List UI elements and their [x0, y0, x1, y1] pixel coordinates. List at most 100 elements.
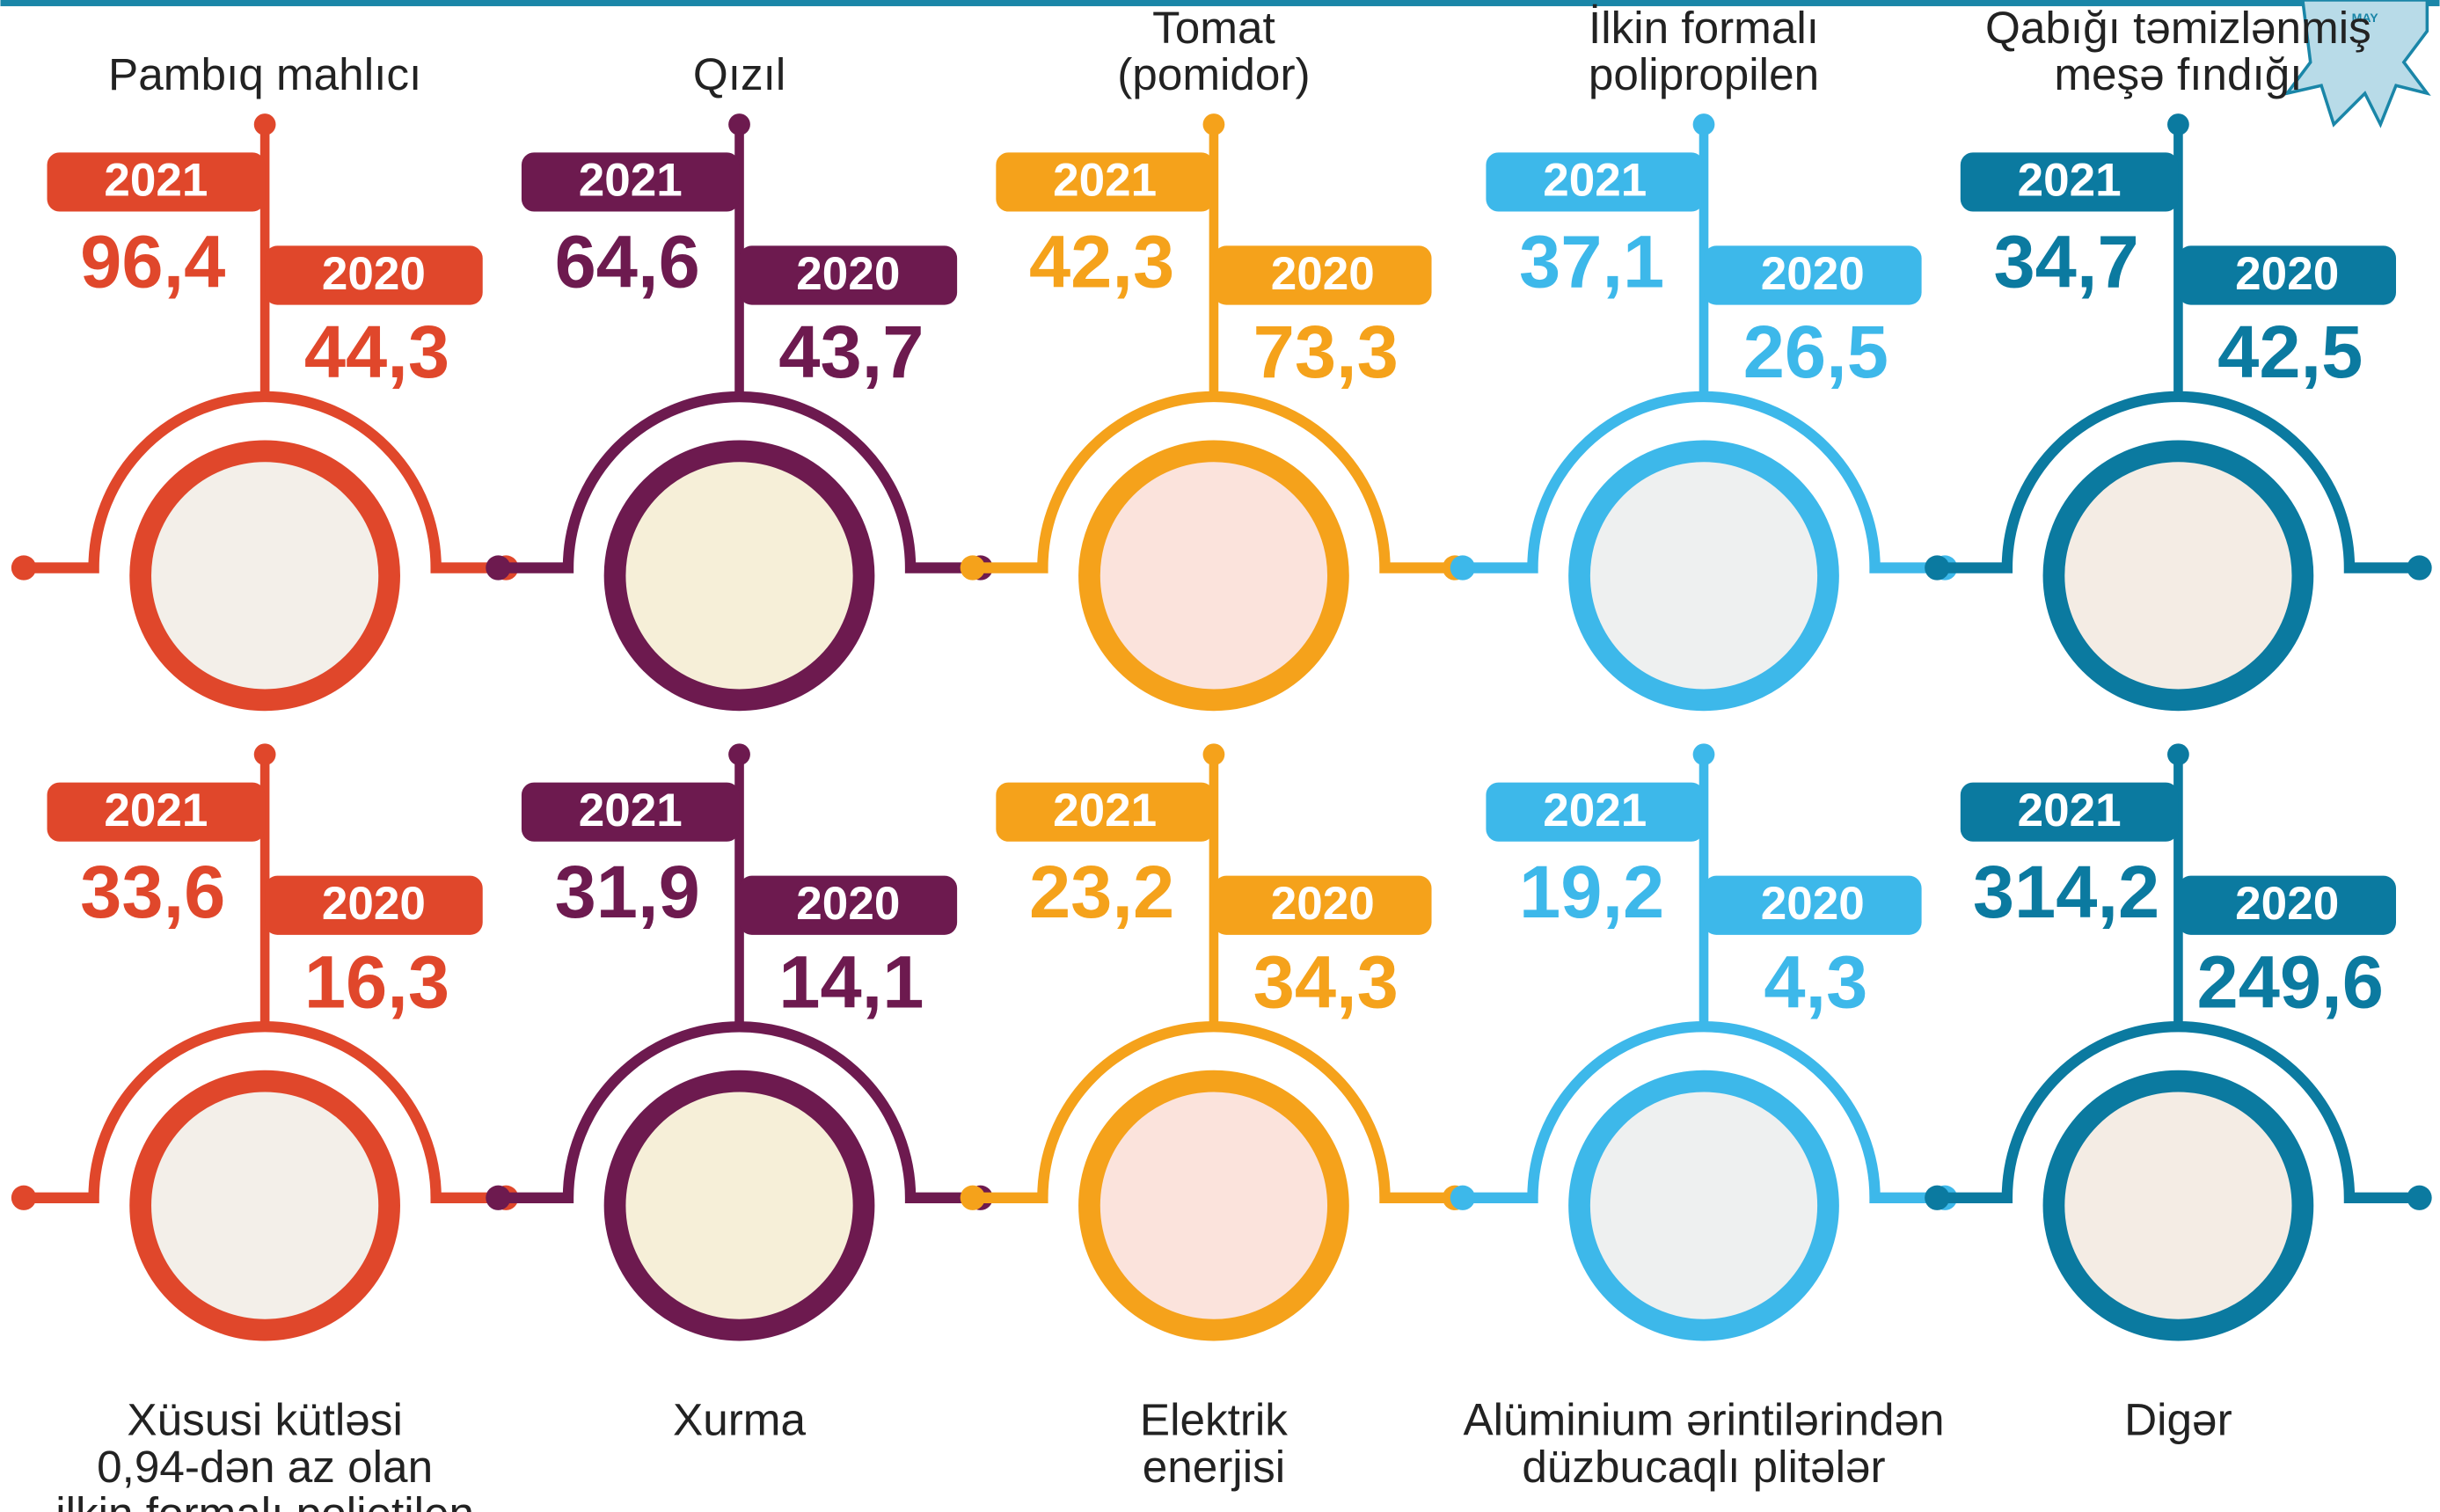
stem-dot	[2167, 113, 2189, 135]
year-badge	[1486, 782, 1705, 842]
picture-ring	[603, 440, 875, 712]
year-label: 2020	[796, 878, 900, 930]
value-2021: 33,6	[80, 850, 225, 933]
year-badge	[521, 152, 740, 212]
year-label: 2021	[2018, 785, 2122, 836]
arc-dot	[960, 1185, 985, 1210]
value-2020: 26,5	[1743, 310, 1888, 393]
picture-ring	[2042, 440, 2314, 712]
ribbon-text: MAY	[2352, 11, 2379, 25]
arc-dot	[960, 555, 985, 581]
arc-dot	[2407, 555, 2432, 581]
item-label: Digər	[2124, 1395, 2232, 1445]
year-label: 2021	[104, 155, 208, 207]
value-2021: 23,2	[1029, 850, 1174, 933]
stem-dot	[1202, 113, 1225, 135]
year-label: 2021	[1543, 785, 1647, 836]
item-label: polipropilen	[1589, 49, 1819, 99]
value-2021: 64,6	[555, 220, 700, 303]
arc-dot	[11, 555, 37, 581]
value-2021: 37,1	[1519, 220, 1664, 303]
year-badge	[265, 875, 483, 935]
value-2021: 96,4	[80, 220, 225, 303]
year-badge	[996, 152, 1214, 212]
value-2021: 314,2	[1973, 850, 2159, 933]
stem-dot	[1692, 113, 1715, 135]
picture-ring	[1568, 440, 1839, 712]
arc	[498, 391, 981, 573]
value-2020: 4,3	[1764, 939, 1867, 1023]
stem-dot	[253, 743, 276, 766]
stem-dot	[728, 113, 750, 135]
year-label: 2020	[1271, 878, 1375, 930]
arc-dot	[1450, 555, 1476, 581]
year-label: 2021	[1053, 155, 1157, 207]
value-2020: 34,3	[1253, 939, 1399, 1023]
year-badge	[1704, 875, 1922, 935]
arc	[24, 391, 507, 573]
value-2020: 44,3	[304, 310, 449, 393]
year-label: 2021	[579, 155, 683, 207]
item: 2021 96,4 2020 44,3 Pambıq mahlıcı	[11, 49, 519, 712]
year-badge	[2178, 875, 2396, 935]
value-2021: 34,7	[1993, 220, 2138, 303]
arc	[498, 1021, 981, 1203]
arc	[24, 1021, 507, 1203]
arc-dot	[486, 1185, 511, 1210]
arc-dot	[486, 555, 511, 581]
arc-dot	[1925, 555, 1950, 581]
arc-dot	[2407, 1185, 2432, 1210]
year-label: 2020	[322, 248, 426, 300]
item-label: Pambıq mahlıcı	[108, 49, 421, 99]
year-badge	[1213, 875, 1432, 935]
year-label: 2020	[796, 248, 900, 300]
arc-dot	[1925, 1185, 1950, 1210]
stem-dot	[728, 743, 750, 766]
year-badge	[47, 782, 266, 842]
arc	[1462, 1021, 1946, 1203]
year-badge	[996, 782, 1214, 842]
year-label: 2021	[1543, 155, 1647, 207]
picture-ring	[603, 1070, 875, 1341]
item-label: Elektrik	[1140, 1395, 1288, 1445]
arc	[1462, 391, 1946, 573]
top-rule	[0, 0, 2440, 7]
arc	[972, 391, 1456, 573]
item: 2021 31,9 2020 14,1 Xurma	[486, 743, 993, 1445]
item-label: enerjisi	[1143, 1442, 1285, 1492]
stem-dot	[1692, 743, 1715, 766]
item-label: İlkin formalı	[1589, 3, 1819, 53]
year-label: 2020	[2235, 248, 2339, 300]
arc-dot	[1450, 1185, 1476, 1210]
year-label: 2020	[322, 878, 426, 930]
value-2020: 14,1	[778, 939, 924, 1023]
year-label: 2020	[1761, 878, 1865, 930]
year-label: 2021	[104, 785, 208, 836]
year-label: 2020	[1761, 248, 1865, 300]
year-label: 2021	[1053, 785, 1157, 836]
picture-ring	[1078, 1070, 1349, 1341]
year-badge	[2178, 245, 2396, 305]
value-2020: 73,3	[1253, 310, 1399, 393]
value-2021: 31,9	[555, 850, 700, 933]
item-label: Tomat	[1152, 3, 1275, 53]
year-badge	[521, 782, 740, 842]
item-label: Xurma	[673, 1395, 806, 1445]
year-badge	[265, 245, 483, 305]
arc	[1937, 1021, 2420, 1203]
arc-dot	[11, 1185, 37, 1210]
year-badge	[1704, 245, 1922, 305]
item-label: Qızıl	[693, 49, 785, 99]
item: 2021 314,2 2020 249,6 Digər	[1925, 743, 2432, 1445]
item: 2021 64,6 2020 43,7 Qızıl	[486, 49, 993, 712]
item-label: Qabığı təmizlənmiş	[1985, 3, 2371, 53]
year-label: 2021	[579, 785, 683, 836]
item-label: meşə fındığı	[2054, 49, 2302, 99]
item: 2021 37,1 2020 26,5 İlkin formalıpolipropile…	[1450, 3, 1958, 712]
year-label: 2020	[1271, 248, 1375, 300]
item: 2021 42,3 2020 73,3 Tomat(pomidor)	[960, 3, 1468, 712]
arc	[972, 1021, 1456, 1203]
picture-ring	[2042, 1070, 2314, 1341]
